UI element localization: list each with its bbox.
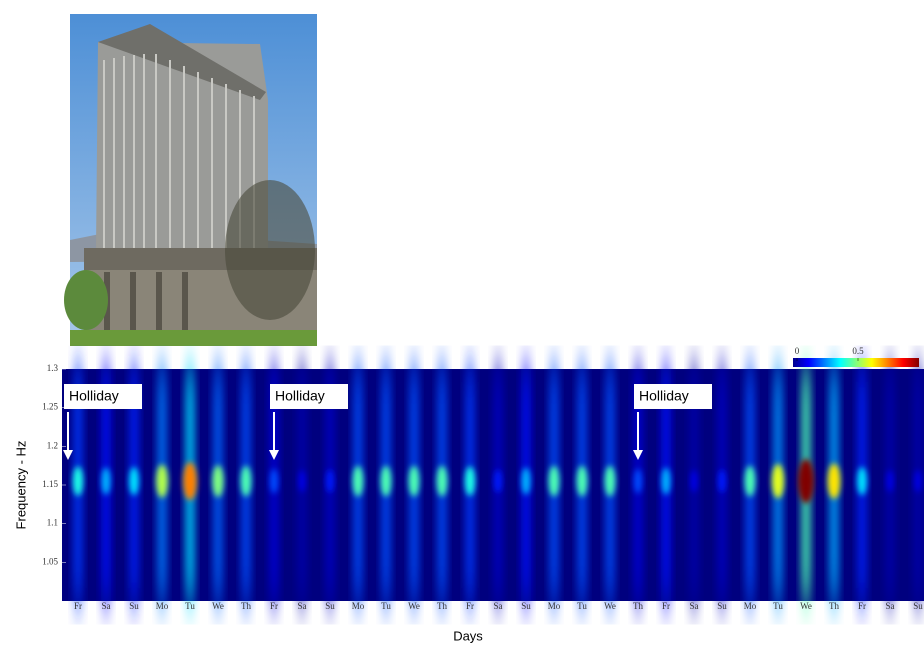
x-tick-label: Th: [633, 601, 643, 611]
peak: [352, 465, 364, 497]
peak: [772, 463, 784, 499]
arrow-head: [63, 450, 73, 460]
peak: [73, 466, 83, 496]
peak: [380, 465, 392, 497]
annotation-box: [634, 384, 712, 409]
y-tick-label: 1.3: [47, 363, 59, 373]
peak: [101, 467, 111, 495]
x-tick-label: Th: [437, 601, 447, 611]
x-tick-label: Fr: [858, 601, 866, 611]
x-tick-label: Fr: [74, 601, 82, 611]
x-tick-label: Mo: [548, 601, 561, 611]
peak: [827, 463, 841, 499]
x-tick-label: We: [604, 601, 616, 611]
y-tick-label: 1.15: [42, 479, 58, 489]
x-tick-label: Mo: [156, 601, 169, 611]
x-tick-label: Su: [717, 601, 727, 611]
x-tick-label: We: [212, 601, 224, 611]
x-axis-label: Days: [453, 628, 483, 643]
x-tick-label: Sa: [102, 601, 111, 611]
peak: [494, 469, 502, 493]
peak: [156, 464, 168, 498]
annotation-text: Holliday: [275, 388, 325, 404]
y-tick-label: 1.25: [42, 402, 58, 412]
x-tick-label: Sa: [886, 601, 895, 611]
arrow-head: [633, 450, 643, 460]
peak: [634, 468, 642, 494]
y-tick-label: 1.1: [47, 518, 58, 528]
y-tick-label: 1.2: [47, 440, 58, 450]
x-tick-label: We: [800, 601, 812, 611]
y-axis-label: Frequency - Hz: [13, 441, 28, 530]
peak: [718, 469, 726, 493]
y-tick-label: 1.05: [42, 556, 58, 566]
x-tick-label: Fr: [466, 601, 474, 611]
peak: [298, 469, 306, 493]
peak: [914, 469, 922, 493]
x-tick-label: Fr: [270, 601, 278, 611]
colorbar-tick-label: 0: [795, 346, 800, 356]
x-tick-label: Su: [913, 601, 923, 611]
peak: [576, 465, 588, 497]
peak: [857, 466, 867, 496]
peak: [661, 467, 671, 495]
annotation-box: [64, 384, 142, 409]
peak: [270, 468, 278, 494]
x-tick-label: We: [408, 601, 420, 611]
x-tick-label: Sa: [298, 601, 307, 611]
x-tick-label: Mo: [744, 601, 757, 611]
x-tick-label: Su: [521, 601, 531, 611]
colorbar-tick-label: 0.5: [852, 346, 864, 356]
x-tick-label: Tu: [185, 601, 195, 611]
peak: [690, 469, 698, 493]
x-tick-label: Sa: [690, 601, 699, 611]
colorbar: [793, 358, 919, 367]
x-tick-label: Su: [325, 601, 335, 611]
peak: [604, 465, 616, 497]
peak: [521, 467, 531, 495]
peak: [240, 465, 252, 497]
peak: [326, 469, 334, 493]
x-tick-label: Tu: [577, 601, 587, 611]
peak: [798, 459, 814, 504]
x-tick-label: Su: [129, 601, 139, 611]
peak: [212, 465, 224, 498]
annotation-text: Holliday: [639, 388, 689, 404]
peak: [548, 465, 560, 497]
annotation-text: Holliday: [69, 388, 119, 404]
peak: [183, 462, 197, 501]
peak: [436, 465, 448, 497]
photo: [64, 14, 317, 346]
annotation-box: [270, 384, 348, 409]
x-tick-label: Fr: [662, 601, 670, 611]
peak: [465, 466, 475, 496]
peak: [886, 469, 894, 493]
x-tick-label: Mo: [352, 601, 365, 611]
peak: [129, 466, 139, 496]
x-tick-label: Th: [241, 601, 251, 611]
peak: [408, 465, 420, 497]
x-tick-label: Tu: [381, 601, 391, 611]
x-tick-label: Sa: [494, 601, 503, 611]
x-tick-label: Th: [829, 601, 839, 611]
arrow-head: [269, 450, 279, 460]
x-tick-label: Tu: [773, 601, 783, 611]
peak: [744, 465, 756, 497]
